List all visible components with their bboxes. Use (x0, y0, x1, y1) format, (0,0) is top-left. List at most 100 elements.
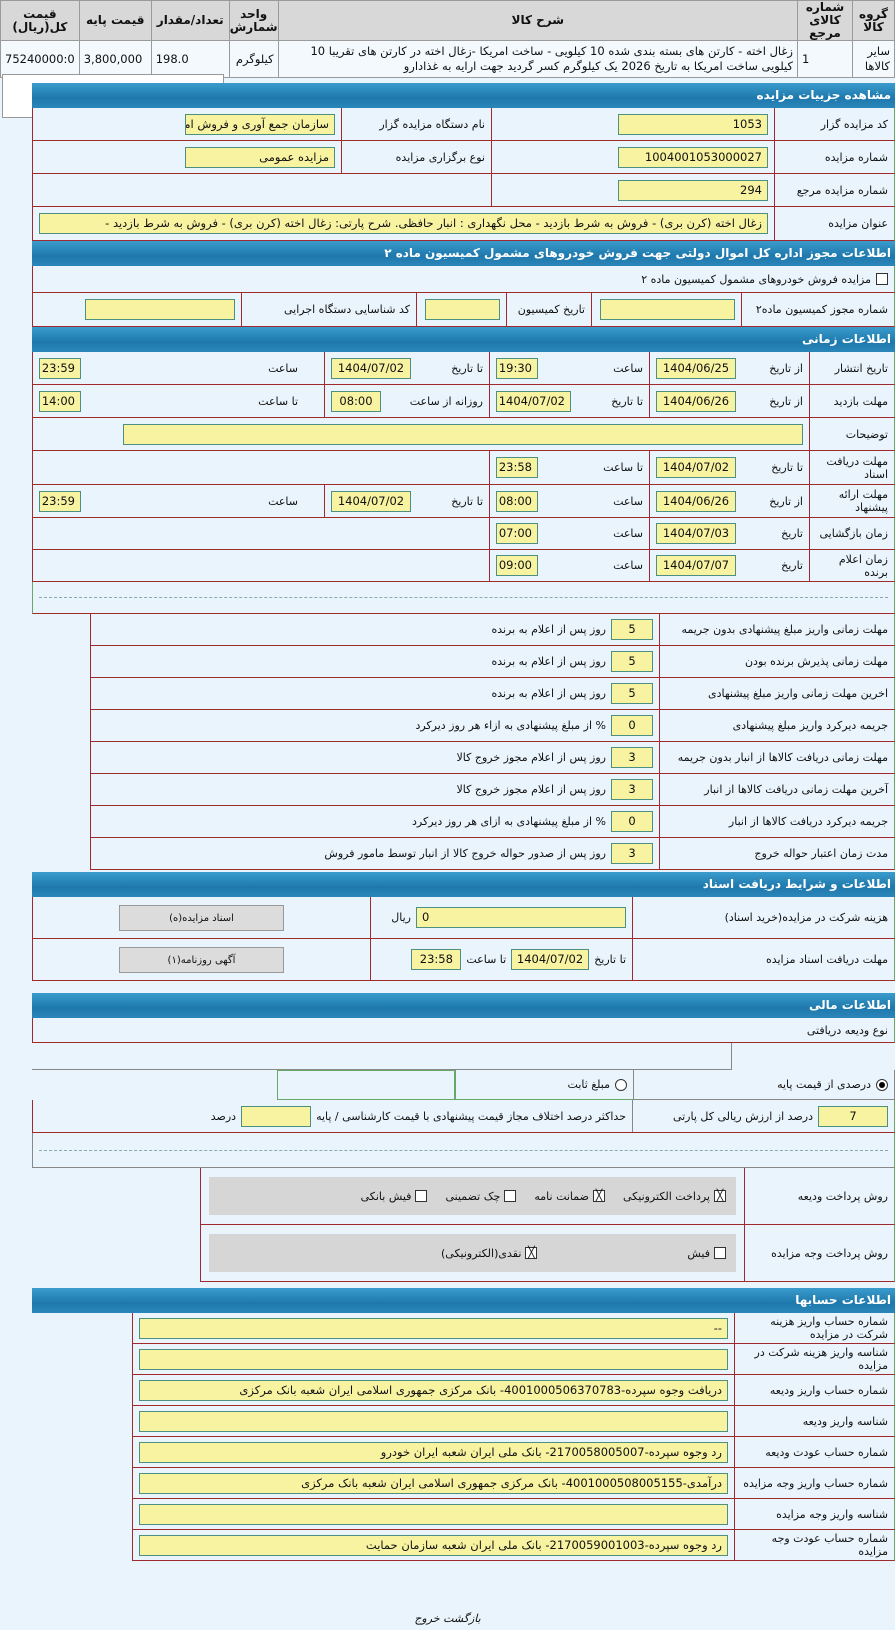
field-commission-date[interactable] (425, 299, 500, 320)
checkbox-vehicle-sale[interactable] (876, 273, 888, 285)
row-winner: زمان اعلام برنده تاریخ 1404/07/07 ساعت 09:… (32, 550, 895, 582)
penalty-value-field[interactable]: 5 (611, 651, 653, 672)
account-value-cell: درآمدی-4001000508005155- بانک مرکزی جمهو… (133, 1468, 734, 1498)
field-publish-from[interactable]: 1404/06/25 (656, 357, 736, 379)
label-number: شماره مزایده (824, 150, 888, 164)
field-doc-deadline-date[interactable]: 1404/07/02 (511, 949, 590, 970)
field-visit-to[interactable]: 1404/07/02 (496, 390, 571, 412)
exit-link[interactable]: خروج (414, 1612, 440, 1625)
penalty-label: مهلت زمانی واریز مبلغ پیشنهادی بدون جریم… (681, 623, 888, 636)
account-value-cell (133, 1499, 734, 1529)
field-notes[interactable] (123, 423, 803, 445)
account-value-field[interactable]: -- (139, 1317, 728, 1339)
penalty-value-cell: 5 روز پس از اعلام به برنده (91, 646, 659, 677)
label-offer: مهلت ارائه پیشنهاد (809, 485, 894, 517)
field-winner-time[interactable]: 09:00 (496, 555, 538, 576)
field-offer-from-time[interactable]: 08:00 (496, 490, 538, 512)
account-value-cell: -- (133, 1313, 734, 1343)
account-label-cell: شماره حساب عودت وجه مزایده (734, 1530, 894, 1560)
field-org[interactable]: سازمان جمع آوری و فروش اموال (185, 113, 335, 135)
label-max-diff: حداکثر درصد اختلاف مجاز قیمت پیشنهادی با… (316, 1109, 626, 1123)
account-value-cell (133, 1344, 734, 1374)
method-option: فیش بانکی (361, 1190, 428, 1203)
field-code[interactable]: 1053 (618, 113, 768, 135)
label-from-date: از تاریخ (769, 494, 803, 508)
checkbox-unchecked[interactable] (504, 1190, 517, 1202)
penalty-value-field[interactable]: 3 (611, 779, 653, 800)
penalty-value-field[interactable]: 5 (611, 683, 653, 704)
blank-cell (32, 1043, 732, 1070)
label-deposit-type: نوع ودیعه دریافتی (806, 1023, 888, 1037)
penalty-value-field[interactable]: 0 (611, 811, 653, 832)
account-value-field[interactable]: رد وجوه سپرده-2170059001003- بانک ملی ای… (139, 1534, 728, 1556)
method-option: ╳ پرداخت الکترونیکی (623, 1190, 726, 1203)
field-number[interactable]: 1004001053000027 (618, 146, 768, 168)
account-value-field[interactable]: رد وجوه سپرده-2170058005007- بانک ملی ای… (139, 1441, 728, 1463)
account-value-field[interactable] (139, 1348, 728, 1370)
newspaper-ad-button[interactable]: آگهی روزنامه(۱) (119, 946, 284, 973)
label-permit-no: شماره مجوز کمیسیون ماده۲ (755, 303, 888, 316)
field-opening-time[interactable]: 07:00 (496, 523, 538, 544)
checkbox-checked[interactable]: ╳ (593, 1190, 605, 1202)
row-number: شماره مزایده 1004001053000027 نوع برگزار… (32, 141, 895, 174)
field-percent[interactable]: 7 (818, 1105, 888, 1127)
penalty-value-field[interactable]: 3 (611, 747, 653, 768)
divider (39, 597, 888, 598)
penalty-suffix: % از مبلغ پیشنهادی به ازاء هر روز دیرکرد (415, 719, 606, 732)
back-link[interactable]: بازگشت (443, 1612, 481, 1625)
field-max-diff[interactable] (241, 1105, 312, 1127)
field-winner-date[interactable]: 1404/07/07 (656, 555, 736, 576)
section-header-timing: اطلاعات زمانی (32, 327, 895, 352)
col-qty: تعداد/مقدار (150, 0, 230, 41)
account-value-field[interactable]: درآمدی-4001000508005155- بانک مرکزی جمهو… (139, 1472, 728, 1494)
penalty-value-field[interactable]: 0 (611, 715, 653, 736)
col-unit: واحد شمارش (228, 0, 279, 41)
field-offer-to-time[interactable]: 23:59 (39, 490, 81, 512)
penalty-label: مدت زمان اعتبار حواله خروج (754, 847, 888, 860)
field-offer-to[interactable]: 1404/07/02 (331, 490, 411, 512)
field-ref[interactable]: 294 (618, 179, 768, 201)
field-visit-daily-from[interactable]: 08:00 (331, 390, 381, 412)
field-agency-id[interactable] (85, 299, 235, 320)
field-publish-to-time[interactable]: 23:59 (39, 357, 81, 379)
row-permit-checkbox: مزایده فروش خودروهای مشمول کمیسیون ماده … (32, 266, 895, 293)
section-header-accounts: اطلاعات حسابها (32, 1288, 895, 1313)
field-publish-to[interactable]: 1404/07/02 (331, 357, 411, 379)
field-docs-deadline-date[interactable]: 1404/07/02 (656, 457, 736, 478)
account-row: شماره حساب واریز وجه مزایده درآمدی-400100… (132, 1468, 895, 1499)
account-value-field[interactable] (139, 1503, 728, 1525)
row-ref: شماره مزایده مرجع 294 (32, 174, 895, 207)
penalty-label: جریمه دیرکرد واریز مبلغ پیشنهادی (732, 719, 888, 732)
account-label-cell: شناسه واریز ودیعه (734, 1406, 894, 1436)
col-ref: شماره کالای مرجع (797, 0, 853, 41)
radio-fixed[interactable] (615, 1078, 627, 1091)
field-offer-from[interactable]: 1404/06/26 (656, 490, 736, 512)
field-permit-no[interactable] (600, 299, 735, 320)
penalty-value-field[interactable]: 5 (611, 619, 653, 640)
field-doc-deadline-time[interactable]: 23:58 (411, 949, 462, 970)
account-value-field[interactable]: دریافت وجوه سپرده-4001000506370783- بانک… (139, 1379, 728, 1401)
field-visit-from[interactable]: 1404/06/26 (656, 390, 736, 412)
penalty-label: مهلت زمانی پذیرش برنده بودن (744, 655, 888, 668)
checkbox-checked[interactable]: ╳ (714, 1190, 726, 1202)
field-publish-from-time[interactable]: 19:30 (496, 357, 538, 379)
account-value-field[interactable] (139, 1410, 728, 1432)
label-max-diff-unit: درصد (210, 1109, 237, 1123)
checkbox-unchecked[interactable] (415, 1190, 428, 1202)
field-visit-daily-to[interactable]: 14:00 (39, 390, 81, 412)
section-header-financial: اطلاعات مالی (32, 993, 895, 1018)
field-docs-deadline-time[interactable]: 23:58 (496, 457, 538, 478)
field-type[interactable]: مزایده عمومی (185, 146, 335, 168)
docs-button[interactable]: اسناد مزایده(ه) (119, 904, 284, 931)
col-base: قیمت پایه (78, 0, 152, 41)
field-doc-fee[interactable]: 0 (416, 907, 626, 928)
checkbox-unchecked[interactable] (714, 1247, 726, 1259)
penalty-value-field[interactable]: 3 (611, 843, 653, 864)
row-publish: تاریخ انتشار از تاریخ 1404/06/25 ساعت 19:3… (32, 352, 895, 385)
penalty-label-cell: جریمه دیرکرد دریافت کالاها از انبار (659, 806, 894, 837)
field-opening-date[interactable]: 1404/07/03 (656, 523, 736, 544)
radio-percent[interactable] (876, 1078, 888, 1091)
penalty-label: مهلت زمانی دریافت کالاها از انبار بدون ج… (677, 751, 888, 764)
field-subject[interactable]: زغال اخته (کرن بری) - فروش به شرط بازدید… (39, 213, 768, 234)
checkbox-checked[interactable]: ╳ (525, 1247, 538, 1259)
